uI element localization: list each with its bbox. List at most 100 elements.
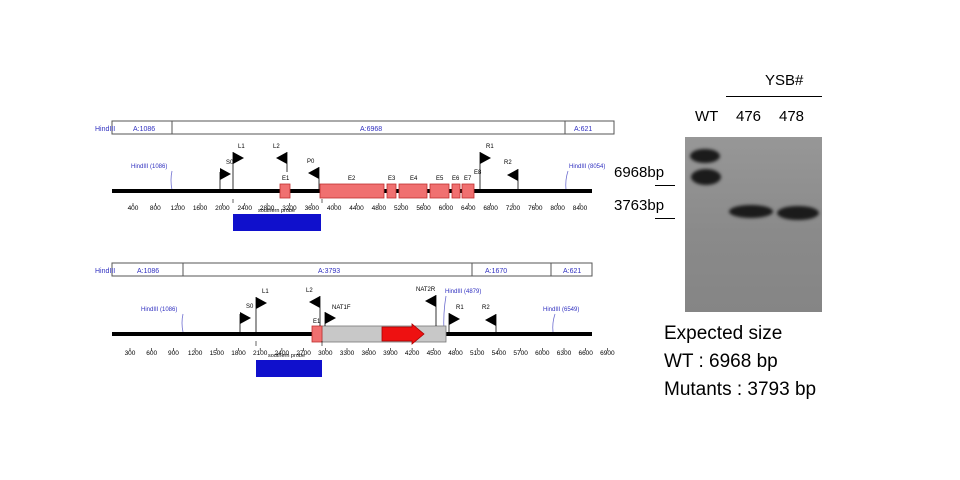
exon-e1 (279, 183, 291, 199)
scale-tick-label: 1500 (210, 350, 225, 357)
summary-wt: WT : 6968 bp (664, 351, 778, 372)
expected-size-summary: Expected size WT : 6968 bp Mutants : 379… (664, 320, 816, 404)
primer-label: L2 (306, 288, 313, 294)
scale-tick-label: 3000 (318, 350, 333, 357)
primer-nat2r: NAT2R (416, 287, 437, 326)
scale-tick-label: 3900 (383, 350, 398, 357)
scale-tick-label: 6000 (439, 205, 454, 212)
exon-e5 (429, 183, 450, 199)
gel-band-wt-lower (691, 169, 721, 185)
mutant-map: HindIII A:1086 A:3793 A:1670 A:621 HindI… (95, 262, 615, 377)
scale-tick-label: 4000 (327, 205, 342, 212)
hindiii-site-label: HindIII (1086) (141, 307, 177, 313)
southern-probe-bar (256, 360, 322, 377)
nat-marker-arrow (381, 323, 425, 345)
scale-tick-label: 4800 (372, 205, 387, 212)
primer-s0: S0 (219, 160, 234, 190)
gel-group-label: YSB# (765, 72, 804, 89)
scale-tick-label: 3200 (282, 205, 297, 212)
primer-r1: R1 (479, 144, 494, 190)
primer-r1: R1 (448, 305, 464, 333)
primer-l2: L2 (306, 288, 321, 326)
southern-probe-label: southern probe (268, 353, 305, 359)
fragment-label: A:621 (563, 268, 581, 275)
primer-label: L1 (262, 289, 269, 295)
scale-tick-label: 4800 (448, 350, 463, 357)
gel-group-line (726, 96, 822, 97)
scale-tick-label: 2800 (260, 205, 275, 212)
hindiii-site-label: HindIII (1086) (131, 164, 167, 170)
primer-label: R2 (504, 160, 512, 166)
exon-e7 (461, 183, 475, 199)
exon-e6 (451, 183, 461, 199)
scale-tick-label: 4400 (349, 205, 364, 212)
primer-l1: L1 (232, 144, 245, 190)
scale-tick-label: 300 (125, 350, 136, 357)
scale-tick-label: 6900 (600, 350, 615, 357)
fragment-label: A:3793 (318, 268, 340, 275)
wildtype-map: HindIII A:1086 A:6968 A:621 HindIII (108… (95, 120, 615, 231)
scale-tick-label: 6600 (578, 350, 593, 357)
scale-tick-label: 900 (168, 350, 179, 357)
primer-l2: L2 (273, 144, 288, 172)
exons: E1 E2 E3 E4 E5 E6 E7 E8 (279, 170, 482, 199)
scale-tick-label: 5200 (394, 205, 409, 212)
exon-e3 (386, 183, 397, 199)
primer-label: R2 (482, 305, 490, 311)
fragment-label: A:1670 (485, 268, 507, 275)
scale-tick-label: 1200 (188, 350, 203, 357)
hindiii-site-label: HindIII (8054) (569, 164, 605, 170)
fragment-label: A:1086 (133, 126, 155, 133)
scale-tick-label: 5600 (416, 205, 431, 212)
exon-label: E5 (436, 176, 444, 182)
scale-tick-label: 6400 (461, 205, 476, 212)
exon-e2 (319, 183, 385, 199)
scale-tick-label: 6000 (535, 350, 550, 357)
gel-band-478 (777, 206, 819, 220)
exon-label: E6 (452, 176, 460, 182)
scale-axis: 300 600 900 1200 1500 1800 2100 2400 2700 3000 330… (125, 348, 615, 357)
fragment-label: A:6968 (360, 126, 382, 133)
scale-tick-label: 7600 (528, 205, 543, 212)
scale-tick-label: 5100 (470, 350, 485, 357)
southern-probe-label: southern probe (258, 208, 295, 214)
exon-e4 (398, 183, 428, 199)
scale-tick-label: 3600 (305, 205, 320, 212)
lane-label-478: 478 (779, 108, 805, 125)
scale-axis: 400 800 1200 1600 2000 2400 2800 3200 3600 4000 44… (128, 203, 588, 212)
primer-r2: R2 (482, 305, 497, 333)
fragment-bar (111, 120, 615, 135)
scale-tick-label: 2000 (215, 205, 230, 212)
exon-label: E2 (348, 176, 356, 182)
hindiii-label: HindIII (95, 268, 115, 275)
size-marker-6968: 6968bp (614, 164, 665, 181)
fragment-bar (111, 262, 593, 277)
size-marker-tick (655, 185, 675, 186)
size-marker-tick (655, 218, 675, 219)
primer-label: S0 (246, 304, 254, 310)
hindiii-label: HindIII (95, 126, 115, 133)
scale-tick-label: 7200 (506, 205, 521, 212)
hindiii-site-label: HindIII (6549) (543, 307, 579, 313)
lane-label-wt: WT (695, 108, 719, 125)
scale-tick-label: 1200 (170, 205, 185, 212)
exon-label: E7 (464, 176, 472, 182)
scale-tick-label: 6300 (557, 350, 572, 357)
summary-mutants: Mutants : 3793 bp (664, 379, 817, 400)
gel-band-476 (729, 205, 773, 218)
gel-image (685, 137, 822, 312)
southern-probe-bar (233, 214, 321, 231)
scale-tick-label: 4500 (427, 350, 442, 357)
primer-label: P0 (307, 159, 315, 165)
exon-label: E1 (313, 319, 321, 325)
primer-r2: R2 (504, 160, 519, 190)
primer-label: S0 (226, 160, 234, 166)
exon-label: E1 (282, 176, 290, 182)
size-marker-3763: 3763bp (614, 197, 665, 214)
hindiii-site-label: HindIII (4879) (445, 289, 481, 295)
restriction-map-diagram: HindIII A:1086 A:6968 A:621 HindIII (108… (95, 120, 615, 377)
exon-label: E4 (410, 176, 418, 182)
primer-s0: S0 (239, 304, 254, 333)
primer-nat1f: NAT1F (324, 305, 351, 326)
primer-label: NAT1F (332, 305, 351, 311)
